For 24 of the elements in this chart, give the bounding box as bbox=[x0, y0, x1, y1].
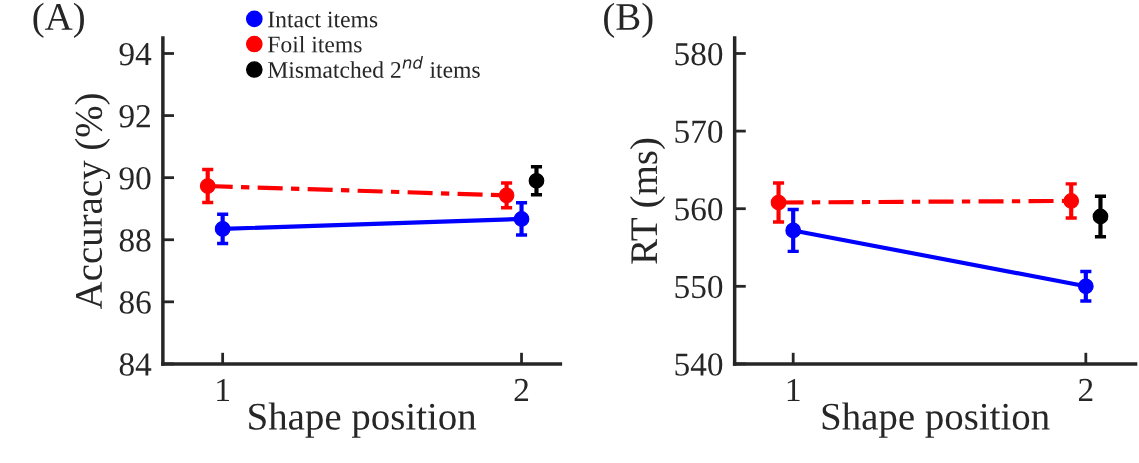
y-tick-label: 560 bbox=[675, 198, 723, 221]
x-axis-title: Shape position bbox=[822, 402, 1050, 438]
y-tick-label: 86 bbox=[119, 291, 151, 314]
y-tick-label: 540 bbox=[675, 353, 723, 376]
y-tick-label: 550 bbox=[675, 275, 723, 299]
y-tick-label: 84 bbox=[119, 353, 152, 376]
y-tick-label: 92 bbox=[119, 105, 150, 128]
legend-label: Foil items bbox=[267, 35, 362, 53]
x-tick-label: 2 bbox=[514, 378, 529, 401]
x-axis-title: Shape position bbox=[249, 402, 477, 438]
y-axis-title: Accuracy (%) bbox=[74, 94, 111, 310]
y-tick-label: 570 bbox=[675, 120, 723, 143]
y-tick-label: 94 bbox=[119, 42, 152, 66]
legend-label: Mismatched 2$^{nd}$ items bbox=[267, 56, 480, 78]
x-tick-label: 1 bbox=[217, 378, 229, 401]
legend-label: Intact items bbox=[268, 11, 378, 28]
chart-title: (A) bbox=[33, 2, 84, 38]
y-tick-label: 580 bbox=[675, 42, 723, 66]
y-tick-label: 90 bbox=[119, 167, 151, 190]
chart-title: (B) bbox=[604, 2, 653, 38]
x-tick-label: 1 bbox=[787, 378, 800, 401]
y-tick-label: 88 bbox=[119, 229, 151, 252]
x-tick-label: 2 bbox=[1078, 378, 1093, 401]
y-axis-title: RT (ms) bbox=[629, 138, 666, 264]
